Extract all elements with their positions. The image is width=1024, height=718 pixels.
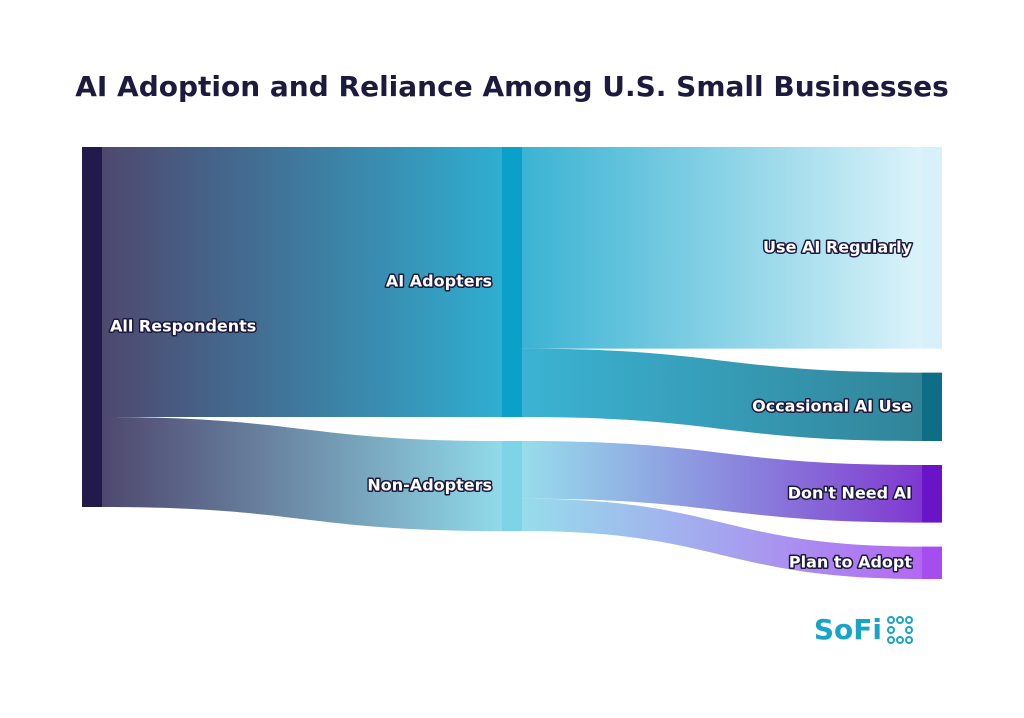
sankey-link (522, 348, 922, 441)
sankey-node (922, 147, 942, 349)
sankey-node (82, 147, 102, 507)
sankey-link (102, 147, 502, 417)
sankey-link (522, 147, 922, 349)
node-label: Plan to Adopt (789, 552, 912, 571)
brand: SoFi (814, 613, 882, 646)
node-label: Use AI Regularly (763, 237, 913, 256)
sankey-node (922, 372, 942, 441)
node-label: Occasional AI Use (752, 396, 912, 415)
sankey-link (522, 498, 922, 579)
node-label: All Respondents (110, 317, 256, 336)
sankey-node (922, 546, 942, 579)
chart-title: AI Adoption and Reliance Among U.S. Smal… (75, 70, 949, 103)
sankey-link (522, 441, 922, 523)
logo: SoFi (814, 613, 913, 646)
sankey-node (922, 465, 942, 523)
node-label: Don't Need AI (788, 483, 912, 502)
sankey-link (102, 417, 502, 531)
sankey-node (502, 441, 522, 531)
sankey-node (502, 147, 522, 417)
node-label: AI Adopters (386, 272, 492, 291)
node-label: Non-Adopters (367, 476, 492, 495)
